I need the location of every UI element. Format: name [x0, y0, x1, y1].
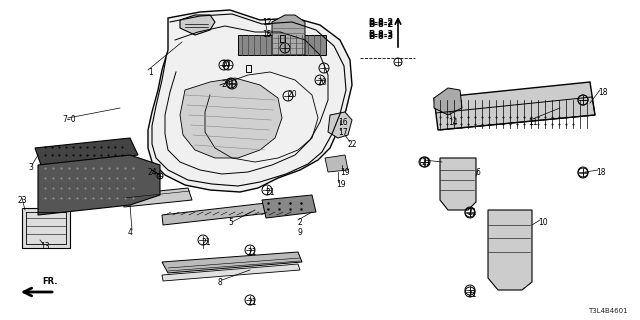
Polygon shape	[22, 208, 70, 248]
Polygon shape	[434, 82, 595, 130]
Text: 17: 17	[338, 128, 348, 137]
Text: 3: 3	[28, 163, 33, 172]
Text: 21: 21	[468, 208, 477, 217]
Text: 22: 22	[348, 140, 358, 149]
Text: 7–0: 7–0	[62, 115, 76, 124]
Polygon shape	[162, 200, 296, 225]
Text: 10: 10	[538, 218, 548, 227]
Text: B-8-2: B-8-2	[368, 18, 393, 27]
Polygon shape	[262, 195, 316, 218]
Text: 8: 8	[218, 278, 223, 287]
Text: 13: 13	[40, 242, 50, 251]
Text: 5: 5	[228, 218, 233, 227]
Text: FR.: FR.	[42, 277, 58, 286]
Polygon shape	[272, 15, 305, 55]
Text: 20: 20	[222, 80, 232, 89]
Text: 15: 15	[262, 30, 271, 39]
Text: 18: 18	[598, 88, 607, 97]
Text: 20: 20	[288, 90, 298, 99]
Text: 21: 21	[248, 248, 257, 257]
Text: 12: 12	[262, 18, 271, 27]
Polygon shape	[434, 88, 462, 115]
Polygon shape	[328, 112, 352, 138]
Text: B-8-2: B-8-2	[368, 20, 393, 29]
Polygon shape	[38, 155, 160, 215]
Text: 19: 19	[336, 180, 346, 189]
Bar	[246, 65, 250, 71]
Text: 18: 18	[596, 168, 605, 177]
Polygon shape	[162, 264, 300, 281]
Text: 9: 9	[298, 228, 303, 237]
Text: B-8-3: B-8-3	[368, 32, 393, 41]
Text: T3L4B4601: T3L4B4601	[588, 308, 628, 314]
Text: 20: 20	[222, 60, 232, 69]
Text: 16: 16	[338, 118, 348, 127]
Text: 4: 4	[128, 228, 133, 237]
Polygon shape	[148, 10, 352, 192]
Text: 21: 21	[202, 238, 211, 247]
Bar	[280, 35, 285, 42]
Polygon shape	[162, 252, 302, 273]
Text: 21: 21	[266, 188, 275, 197]
Text: 20: 20	[318, 78, 328, 87]
Text: 21: 21	[248, 298, 257, 307]
Polygon shape	[440, 158, 476, 210]
Polygon shape	[180, 15, 215, 35]
Polygon shape	[238, 35, 326, 55]
Text: 19: 19	[340, 168, 349, 177]
Text: B-8-3: B-8-3	[368, 30, 393, 39]
Polygon shape	[325, 155, 348, 172]
Text: 21: 21	[422, 158, 431, 167]
Text: 21: 21	[468, 290, 477, 299]
Polygon shape	[120, 188, 192, 207]
Polygon shape	[488, 210, 532, 290]
Text: 23: 23	[18, 196, 28, 205]
Text: 1: 1	[148, 68, 153, 77]
Polygon shape	[180, 78, 282, 158]
Text: 14: 14	[448, 118, 458, 127]
Text: 11: 11	[528, 118, 538, 127]
Text: 2: 2	[298, 218, 303, 227]
Polygon shape	[35, 138, 138, 168]
Text: 6: 6	[476, 168, 481, 177]
Text: 24: 24	[148, 168, 157, 177]
